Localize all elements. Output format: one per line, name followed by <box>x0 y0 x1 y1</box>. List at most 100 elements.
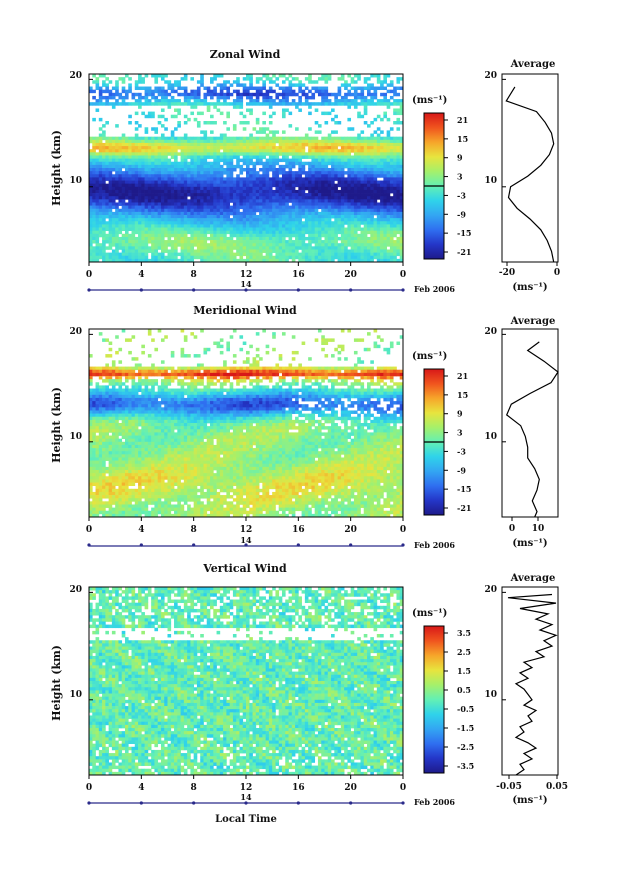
heatmap-cell <box>216 252 221 257</box>
heatmap-cell <box>105 177 109 181</box>
colorbar-unit: (ms⁻¹) <box>412 95 447 106</box>
heatmap-cell <box>373 95 378 100</box>
heatmap-cell <box>213 252 217 257</box>
heatmap-cell <box>249 92 253 97</box>
heatmap-cell <box>177 240 181 244</box>
heatmap-cell <box>393 211 397 216</box>
heatmap-cell <box>200 236 204 241</box>
heatmap-cell <box>334 164 338 169</box>
heatmap-cell <box>200 249 204 253</box>
heatmap-cell <box>255 142 260 147</box>
heatmap-cell <box>98 243 103 247</box>
heatmap-cell <box>102 180 106 185</box>
heatmap-cell <box>363 177 368 181</box>
heatmap-cell <box>370 227 374 232</box>
heatmap-cell <box>340 258 345 263</box>
heatmap-cell <box>357 102 361 106</box>
heatmap-cell <box>206 246 211 250</box>
heatmap-cell <box>331 146 335 150</box>
heatmap-cell <box>177 83 181 87</box>
heatmap-cell <box>95 240 100 244</box>
heatmap-cell <box>350 186 355 191</box>
heatmap-cell <box>187 246 191 250</box>
heatmap-cell <box>98 86 103 91</box>
heatmap-cell <box>255 332 260 336</box>
heatmap-cell <box>193 186 198 191</box>
heatmap-cell <box>170 258 175 263</box>
heatmap-cell <box>334 347 338 352</box>
heatmap-cell <box>213 121 217 125</box>
heatmap-cell <box>147 218 152 222</box>
heatmap-cell <box>249 111 253 116</box>
heatmap-cell <box>232 215 237 219</box>
heatmap-cell <box>363 105 368 109</box>
heatmap-cell <box>200 227 204 232</box>
heatmap-cell <box>187 227 191 232</box>
heatmap-cell <box>141 80 145 84</box>
heatmap-cell <box>226 171 230 175</box>
heatmap-cell <box>206 108 211 112</box>
heatmap-cell <box>141 240 145 244</box>
heatmap-cell <box>259 193 263 197</box>
heatmap-cell <box>134 133 139 138</box>
heatmap-cell <box>144 196 149 200</box>
heatmap-cell <box>223 366 227 371</box>
heatmap-cell <box>255 136 260 141</box>
heatmap-cell <box>115 243 119 247</box>
heatmap-cell <box>223 372 227 377</box>
heatmap-cell <box>321 77 325 81</box>
heatmap-cell <box>363 215 368 219</box>
heatmap-cell <box>210 196 214 200</box>
heatmap-cell <box>95 177 100 181</box>
heatmap-cell <box>350 372 355 377</box>
heatmap-cell <box>157 255 162 260</box>
heatmap-cell <box>344 376 348 380</box>
heatmap-cell <box>272 193 276 197</box>
heatmap-cell <box>174 136 178 141</box>
heatmap-cell <box>226 218 230 222</box>
heatmap-cell <box>396 177 401 181</box>
heatmap-cell <box>151 158 155 163</box>
heatmap-cell <box>246 146 250 150</box>
heatmap-cell <box>157 186 162 191</box>
heatmap-cell <box>170 205 175 210</box>
heatmap-cell <box>111 196 116 200</box>
heatmap-cell <box>246 77 250 81</box>
heatmap-cell <box>324 243 329 247</box>
heatmap-cell <box>278 202 283 206</box>
heatmap-cell <box>213 177 217 181</box>
heatmap-cell <box>393 171 397 175</box>
heatmap-cell <box>141 369 145 374</box>
heatmap-cell <box>95 205 100 210</box>
heatmap-cell <box>141 149 145 153</box>
heatmap-cell <box>111 215 116 219</box>
heatmap-cell <box>399 105 404 109</box>
heatmap-cell <box>157 329 162 333</box>
heatmap-cell <box>262 186 266 191</box>
x-tick-label: 12 <box>240 270 253 280</box>
heatmap-cell <box>295 92 299 97</box>
heatmap-cell <box>196 252 201 257</box>
heatmap-cell <box>219 243 224 247</box>
heatmap-cell <box>134 86 139 91</box>
heatmap-cell <box>304 155 309 159</box>
heatmap-cell <box>219 152 224 156</box>
heatmap-cell <box>327 155 332 159</box>
heatmap-cell <box>259 142 263 147</box>
heatmap-cell <box>95 186 100 191</box>
heatmap-cell <box>206 152 211 156</box>
heatmap-cell <box>252 218 257 222</box>
heatmap-cell <box>151 139 155 144</box>
heatmap-cell <box>115 236 119 241</box>
heatmap-cell <box>350 255 355 260</box>
heatmap-cell <box>226 152 230 156</box>
heatmap-cell <box>350 366 355 371</box>
heatmap-cell <box>213 249 217 253</box>
heatmap-cell <box>314 224 319 228</box>
heatmap-cell <box>255 186 260 191</box>
heatmap-cell <box>376 249 381 253</box>
heatmap-cell <box>327 372 332 377</box>
heatmap-cell <box>246 236 250 241</box>
heatmap-cell <box>272 369 276 374</box>
heatmap-cell <box>111 149 116 153</box>
